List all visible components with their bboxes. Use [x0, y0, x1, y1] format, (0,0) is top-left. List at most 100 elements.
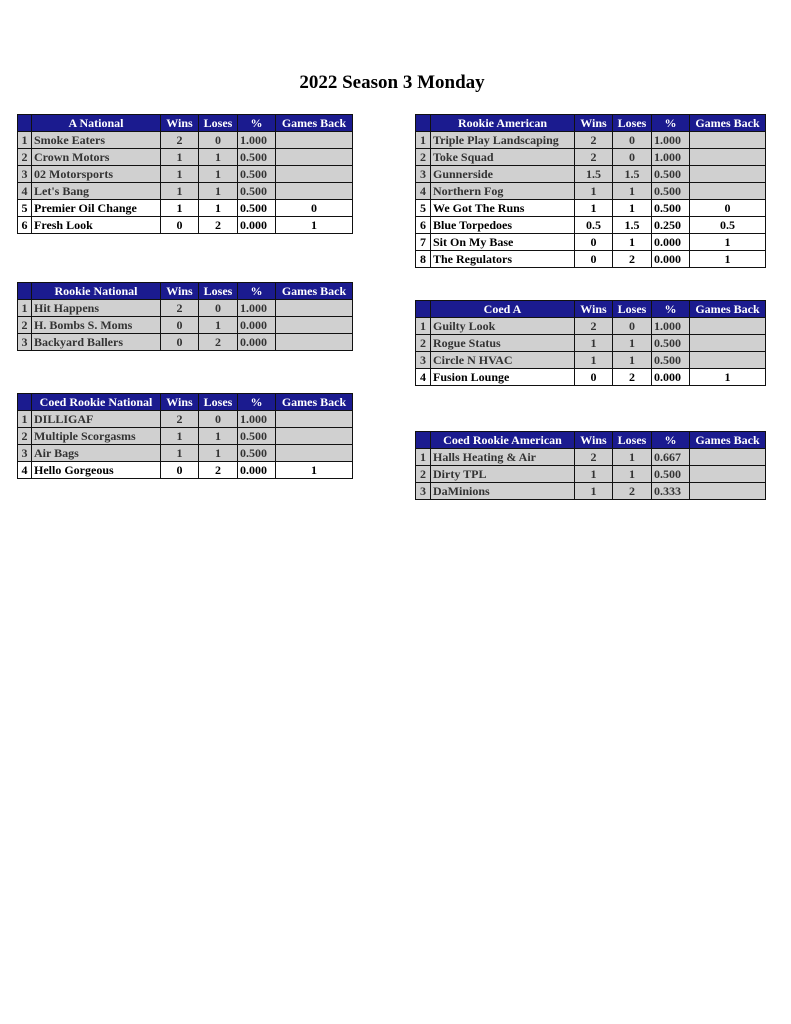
pct: 0.500: [237, 199, 276, 217]
loses: 1: [612, 465, 652, 483]
loses: 1.5: [612, 216, 652, 234]
games-back: [275, 316, 353, 334]
pct: 1.000: [237, 410, 276, 428]
pct: 0.000: [237, 216, 276, 234]
column-header: Games Back: [689, 114, 766, 132]
games-back: [275, 165, 353, 183]
column-header: Loses: [612, 114, 652, 132]
table-row: 4 Hello Gorgeous 0 2 0.000 1: [17, 461, 353, 479]
table-header: Coed A Wins Loses% Games Back: [415, 300, 766, 318]
wins: 2: [160, 299, 199, 317]
rank: 1: [415, 131, 431, 149]
column-header: Games Back: [689, 431, 766, 449]
pct: 0.000: [651, 233, 690, 251]
rank: 5: [415, 199, 431, 217]
loses: 1: [198, 182, 238, 200]
loses: 2: [612, 368, 652, 386]
games-back: [689, 351, 766, 369]
team-name: Northern Fog: [430, 182, 575, 200]
loses: 1: [612, 199, 652, 217]
team-name: Blue Torpedoes: [430, 216, 575, 234]
table-header: Coed Rookie American Wins Loses% Games Back: [415, 431, 766, 449]
team-name: Smoke Eaters: [31, 131, 161, 149]
games-back: 0: [275, 199, 353, 217]
team-name: Toke Squad: [430, 148, 575, 166]
header-rank: [415, 114, 431, 132]
pct: 0.000: [651, 250, 690, 268]
games-back: 1: [275, 216, 353, 234]
loses: 1: [612, 351, 652, 369]
wins: 1: [574, 334, 613, 352]
games-back: [275, 444, 353, 462]
team-name: Triple Play Landscaping: [430, 131, 575, 149]
pct: 1.000: [651, 148, 690, 166]
team-name: Hello Gorgeous: [31, 461, 161, 479]
table-row: 6 Fresh Look 0 2 0.000 1: [17, 216, 353, 234]
loses: 2: [198, 333, 238, 351]
column-header: %: [237, 282, 276, 300]
team-name: H. Bombs S. Moms: [31, 316, 161, 334]
games-back: [275, 427, 353, 445]
pct: 0.500: [651, 165, 690, 183]
loses: 1: [612, 182, 652, 200]
team-name: Fresh Look: [31, 216, 161, 234]
column-header: Wins: [574, 114, 613, 132]
team-name: Gunnerside: [430, 165, 575, 183]
team-name: Backyard Ballers: [31, 333, 161, 351]
column-header: Loses: [612, 431, 652, 449]
pct: 0.333: [651, 482, 690, 500]
rank: 5: [17, 199, 32, 217]
standings-table: Coed Rookie National Wins Loses% Games Back…: [17, 393, 353, 479]
division-name: A National: [31, 114, 161, 132]
rank: 2: [415, 465, 431, 483]
wins: 1: [574, 199, 613, 217]
games-back: 1: [689, 250, 766, 268]
rank: 2: [415, 334, 431, 352]
column-header: Wins: [574, 431, 613, 449]
loses: 0: [612, 317, 652, 335]
games-back: [275, 131, 353, 149]
loses: 1: [612, 233, 652, 251]
division-name: Rookie American: [430, 114, 575, 132]
loses: 1: [612, 334, 652, 352]
pct: 1.000: [237, 299, 276, 317]
games-back: [689, 334, 766, 352]
rank: 3: [17, 165, 32, 183]
column-header: Games Back: [275, 114, 353, 132]
team-name: Let's Bang: [31, 182, 161, 200]
team-name: Crown Motors: [31, 148, 161, 166]
rank: 1: [415, 317, 431, 335]
pct: 0.500: [237, 148, 276, 166]
rank: 2: [17, 316, 32, 334]
team-name: The Regulators: [430, 250, 575, 268]
rank: 3: [17, 333, 32, 351]
table-row: 3 Gunnerside 1.5 1.5 0.500: [415, 165, 766, 183]
games-back: [275, 333, 353, 351]
column-header: Games Back: [275, 393, 353, 411]
table-row: 2 Rogue Status 1 1 0.500: [415, 334, 766, 352]
column-header: %: [237, 114, 276, 132]
loses: 1: [612, 448, 652, 466]
pct: 0.500: [651, 182, 690, 200]
rank: 1: [17, 410, 32, 428]
table-header: Rookie National Wins Loses% Games Back: [17, 282, 353, 300]
rank: 2: [17, 148, 32, 166]
header-rank: [17, 282, 32, 300]
wins: 2: [160, 131, 199, 149]
table-row: 2 H. Bombs S. Moms 0 1 0.000: [17, 316, 353, 334]
pct: 0.000: [237, 316, 276, 334]
table-row: 2 Dirty TPL 1 1 0.500: [415, 465, 766, 483]
column-header: Loses: [198, 282, 238, 300]
team-name: Circle N HVAC: [430, 351, 575, 369]
team-name: Hit Happens: [31, 299, 161, 317]
games-back: 0.5: [689, 216, 766, 234]
team-name: DaMinions: [430, 482, 575, 500]
rank: 3: [415, 165, 431, 183]
loses: 1: [198, 148, 238, 166]
loses: 0: [198, 131, 238, 149]
team-name: Premier Oil Change: [31, 199, 161, 217]
column-header: %: [237, 393, 276, 411]
team-name: Fusion Lounge: [430, 368, 575, 386]
rank: 3: [415, 482, 431, 500]
table-row: 1 DILLIGAF 2 0 1.000: [17, 410, 353, 428]
